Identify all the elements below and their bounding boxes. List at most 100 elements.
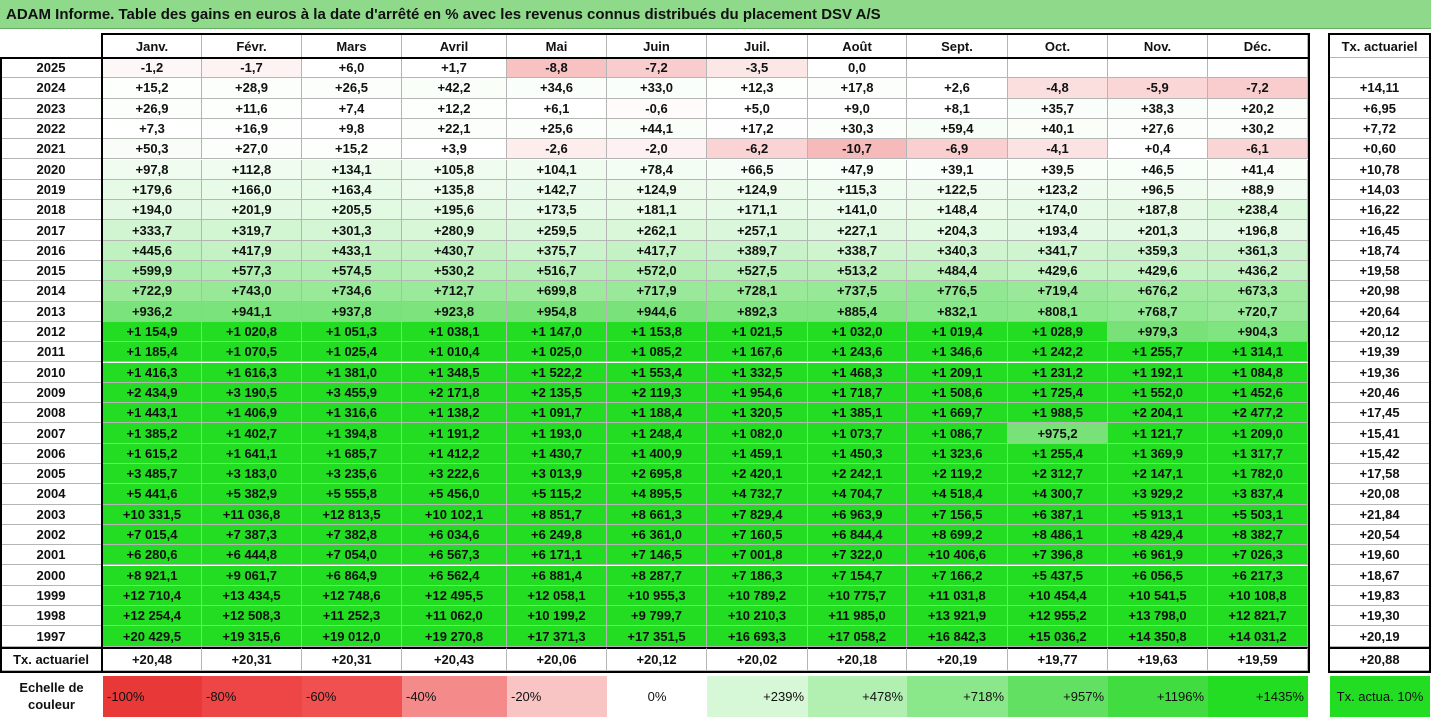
rate-cell: +16,22 <box>1330 200 1430 221</box>
value-cell: +6 361,0 <box>607 524 707 546</box>
value-cell: +1 954,6 <box>707 382 808 404</box>
rate-cell: +10,78 <box>1330 159 1430 180</box>
value-cell: +112,8 <box>202 159 302 180</box>
value-cell: +13 434,5 <box>202 585 302 607</box>
value-cell <box>1108 58 1208 79</box>
value-cell: +2 119,2 <box>907 464 1008 485</box>
year-cell: 2025 <box>0 58 103 79</box>
value-cell <box>1008 58 1108 79</box>
year-cell: 2016 <box>0 240 103 261</box>
value-cell: +6,0 <box>302 58 402 79</box>
value-cell: +1 468,3 <box>808 362 907 383</box>
scale-step: +478% <box>808 675 907 717</box>
value-cell: +572,0 <box>607 261 707 282</box>
month-header: Juil. <box>707 35 808 58</box>
footer-cell: +20,31 <box>302 646 402 671</box>
scale-step: -100% <box>103 675 202 717</box>
value-cell: +1 385,2 <box>103 423 202 444</box>
footer-cell: +20,31 <box>202 646 302 671</box>
month-header: Févr. <box>202 35 302 58</box>
value-cell: +194,0 <box>103 200 202 221</box>
value-cell: +124,9 <box>607 179 707 201</box>
value-cell: +1 010,4 <box>402 342 507 363</box>
value-cell: +179,6 <box>103 179 202 201</box>
value-cell: +105,8 <box>402 159 507 180</box>
value-cell: +30,3 <box>808 118 907 140</box>
rate-cell: +15,42 <box>1330 443 1430 464</box>
month-header: Nov. <box>1108 35 1208 58</box>
value-cell: +174,0 <box>1008 200 1108 221</box>
value-cell: +11 036,8 <box>202 504 302 525</box>
value-cell: +12 058,1 <box>507 585 607 607</box>
value-cell: +187,8 <box>1108 200 1208 221</box>
value-cell: +7 829,4 <box>707 504 808 525</box>
value-cell: +1 725,4 <box>1008 382 1108 404</box>
value-cell: +6 387,1 <box>1008 504 1108 525</box>
year-cell: 2004 <box>0 484 103 505</box>
value-cell: +3 235,6 <box>302 464 402 485</box>
scale-rate-note: Tx. actua. 10% <box>1330 675 1430 717</box>
value-cell: +6 961,9 <box>1108 545 1208 566</box>
value-cell: +1 553,4 <box>607 362 707 383</box>
value-cell: +1 616,3 <box>202 362 302 383</box>
value-cell: +2 420,1 <box>707 464 808 485</box>
value-cell <box>1208 58 1308 79</box>
value-cell: +16 693,3 <box>707 626 808 647</box>
value-cell: +1 248,4 <box>607 423 707 444</box>
rate-header: Tx. actuariel <box>1330 35 1430 58</box>
value-cell: +737,5 <box>808 281 907 302</box>
value-cell: +13 921,9 <box>907 606 1008 627</box>
value-cell: +1 552,0 <box>1108 382 1208 404</box>
value-cell: -0,6 <box>607 98 707 119</box>
value-cell: +1 641,1 <box>202 443 302 464</box>
value-cell: +6 444,8 <box>202 545 302 566</box>
value-cell: +717,9 <box>607 281 707 302</box>
value-cell: +39,5 <box>1008 159 1108 180</box>
value-cell: +712,7 <box>402 281 507 302</box>
value-cell: +12 495,5 <box>402 585 507 607</box>
value-cell: +10 199,2 <box>507 606 607 627</box>
rate-cell: +17,58 <box>1330 464 1430 485</box>
value-cell: +14 031,2 <box>1208 626 1308 647</box>
footer-cell: +20,19 <box>907 646 1008 671</box>
value-cell: +27,6 <box>1108 118 1208 140</box>
value-cell: +1 316,6 <box>302 403 402 424</box>
value-cell: +1 406,9 <box>202 403 302 424</box>
value-cell: -7,2 <box>607 58 707 79</box>
value-cell: +6 881,4 <box>507 565 607 586</box>
value-cell: +44,1 <box>607 118 707 140</box>
value-cell: +181,1 <box>607 200 707 221</box>
value-cell: +1 082,0 <box>707 423 808 444</box>
scale-step: +957% <box>1008 675 1108 717</box>
rate-cell: +14,03 <box>1330 179 1430 201</box>
month-header: Août <box>808 35 907 58</box>
rate-cell: +19,39 <box>1330 342 1430 363</box>
value-cell: +1 459,1 <box>707 443 808 464</box>
footer-cell: +19,63 <box>1108 646 1208 671</box>
value-cell: +979,3 <box>1108 321 1208 343</box>
year-cell: 2023 <box>0 98 103 119</box>
value-cell: +6 171,1 <box>507 545 607 566</box>
value-cell: +1 085,2 <box>607 342 707 363</box>
value-cell: +259,5 <box>507 220 607 241</box>
value-cell: +11 985,0 <box>808 606 907 627</box>
footer-cell: +20,12 <box>607 646 707 671</box>
scale-step: +718% <box>907 675 1008 717</box>
value-cell: +7 026,3 <box>1208 545 1308 566</box>
scale-step: +1196% <box>1108 675 1208 717</box>
value-cell: +4 518,4 <box>907 484 1008 505</box>
footer-cell: +20,06 <box>507 646 607 671</box>
value-cell: +142,7 <box>507 179 607 201</box>
month-header: Mars <box>302 35 402 58</box>
value-cell: +12,2 <box>402 98 507 119</box>
value-cell: +17,2 <box>707 118 808 140</box>
value-cell: +1 255,7 <box>1108 342 1208 363</box>
value-cell: +2 242,1 <box>808 464 907 485</box>
value-cell: +1 028,9 <box>1008 321 1108 343</box>
value-cell: +728,1 <box>707 281 808 302</box>
value-cell: +1 192,1 <box>1108 362 1208 383</box>
value-cell: +3 837,4 <box>1208 484 1308 505</box>
value-cell: -7,2 <box>1208 78 1308 99</box>
value-cell: +1 193,0 <box>507 423 607 444</box>
value-cell: +776,5 <box>907 281 1008 302</box>
